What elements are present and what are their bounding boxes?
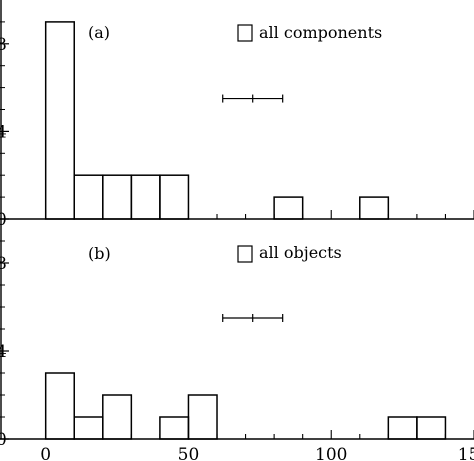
y-tick-label: 0 <box>0 210 7 230</box>
y-tick-label: 0 <box>0 430 7 450</box>
y-tick-label: 8 <box>0 35 7 55</box>
y-tick-label: 4 <box>0 122 7 142</box>
panel-label: (a) <box>88 23 110 42</box>
legend-square-icon <box>237 24 253 42</box>
panel-a: 0 4 8 all components (a) <box>0 0 474 230</box>
histogram-bar <box>130 174 161 220</box>
legend-label: all components <box>259 23 382 42</box>
x-tick-label: 0 <box>40 445 51 461</box>
histogram-bar <box>387 416 418 440</box>
histogram-bar <box>187 394 218 440</box>
histogram-bar <box>73 416 104 440</box>
histogram-bar <box>159 416 190 440</box>
y-tick-label: 8 <box>0 254 7 274</box>
histogram-bar <box>102 394 133 440</box>
panel-b: 0 4 8 0 50 100 150 all objects (b) <box>0 219 474 461</box>
x-tick-label: 50 <box>178 445 200 461</box>
histogram-bar <box>73 174 104 220</box>
histogram-bar <box>359 196 390 220</box>
legend-square-icon <box>237 245 253 263</box>
histogram-bar <box>102 174 133 220</box>
x-tick-label: 150 <box>458 445 474 461</box>
histogram-bar <box>273 196 304 220</box>
legend-label: all objects <box>259 243 342 262</box>
y-tick-label: 4 <box>0 342 7 362</box>
histogram-bar <box>416 416 447 440</box>
histogram-bar <box>159 174 190 220</box>
x-tick-label: 100 <box>315 445 347 461</box>
histogram-bar <box>44 21 75 220</box>
histogram-bar <box>44 372 75 440</box>
panel-label: (b) <box>88 244 111 263</box>
